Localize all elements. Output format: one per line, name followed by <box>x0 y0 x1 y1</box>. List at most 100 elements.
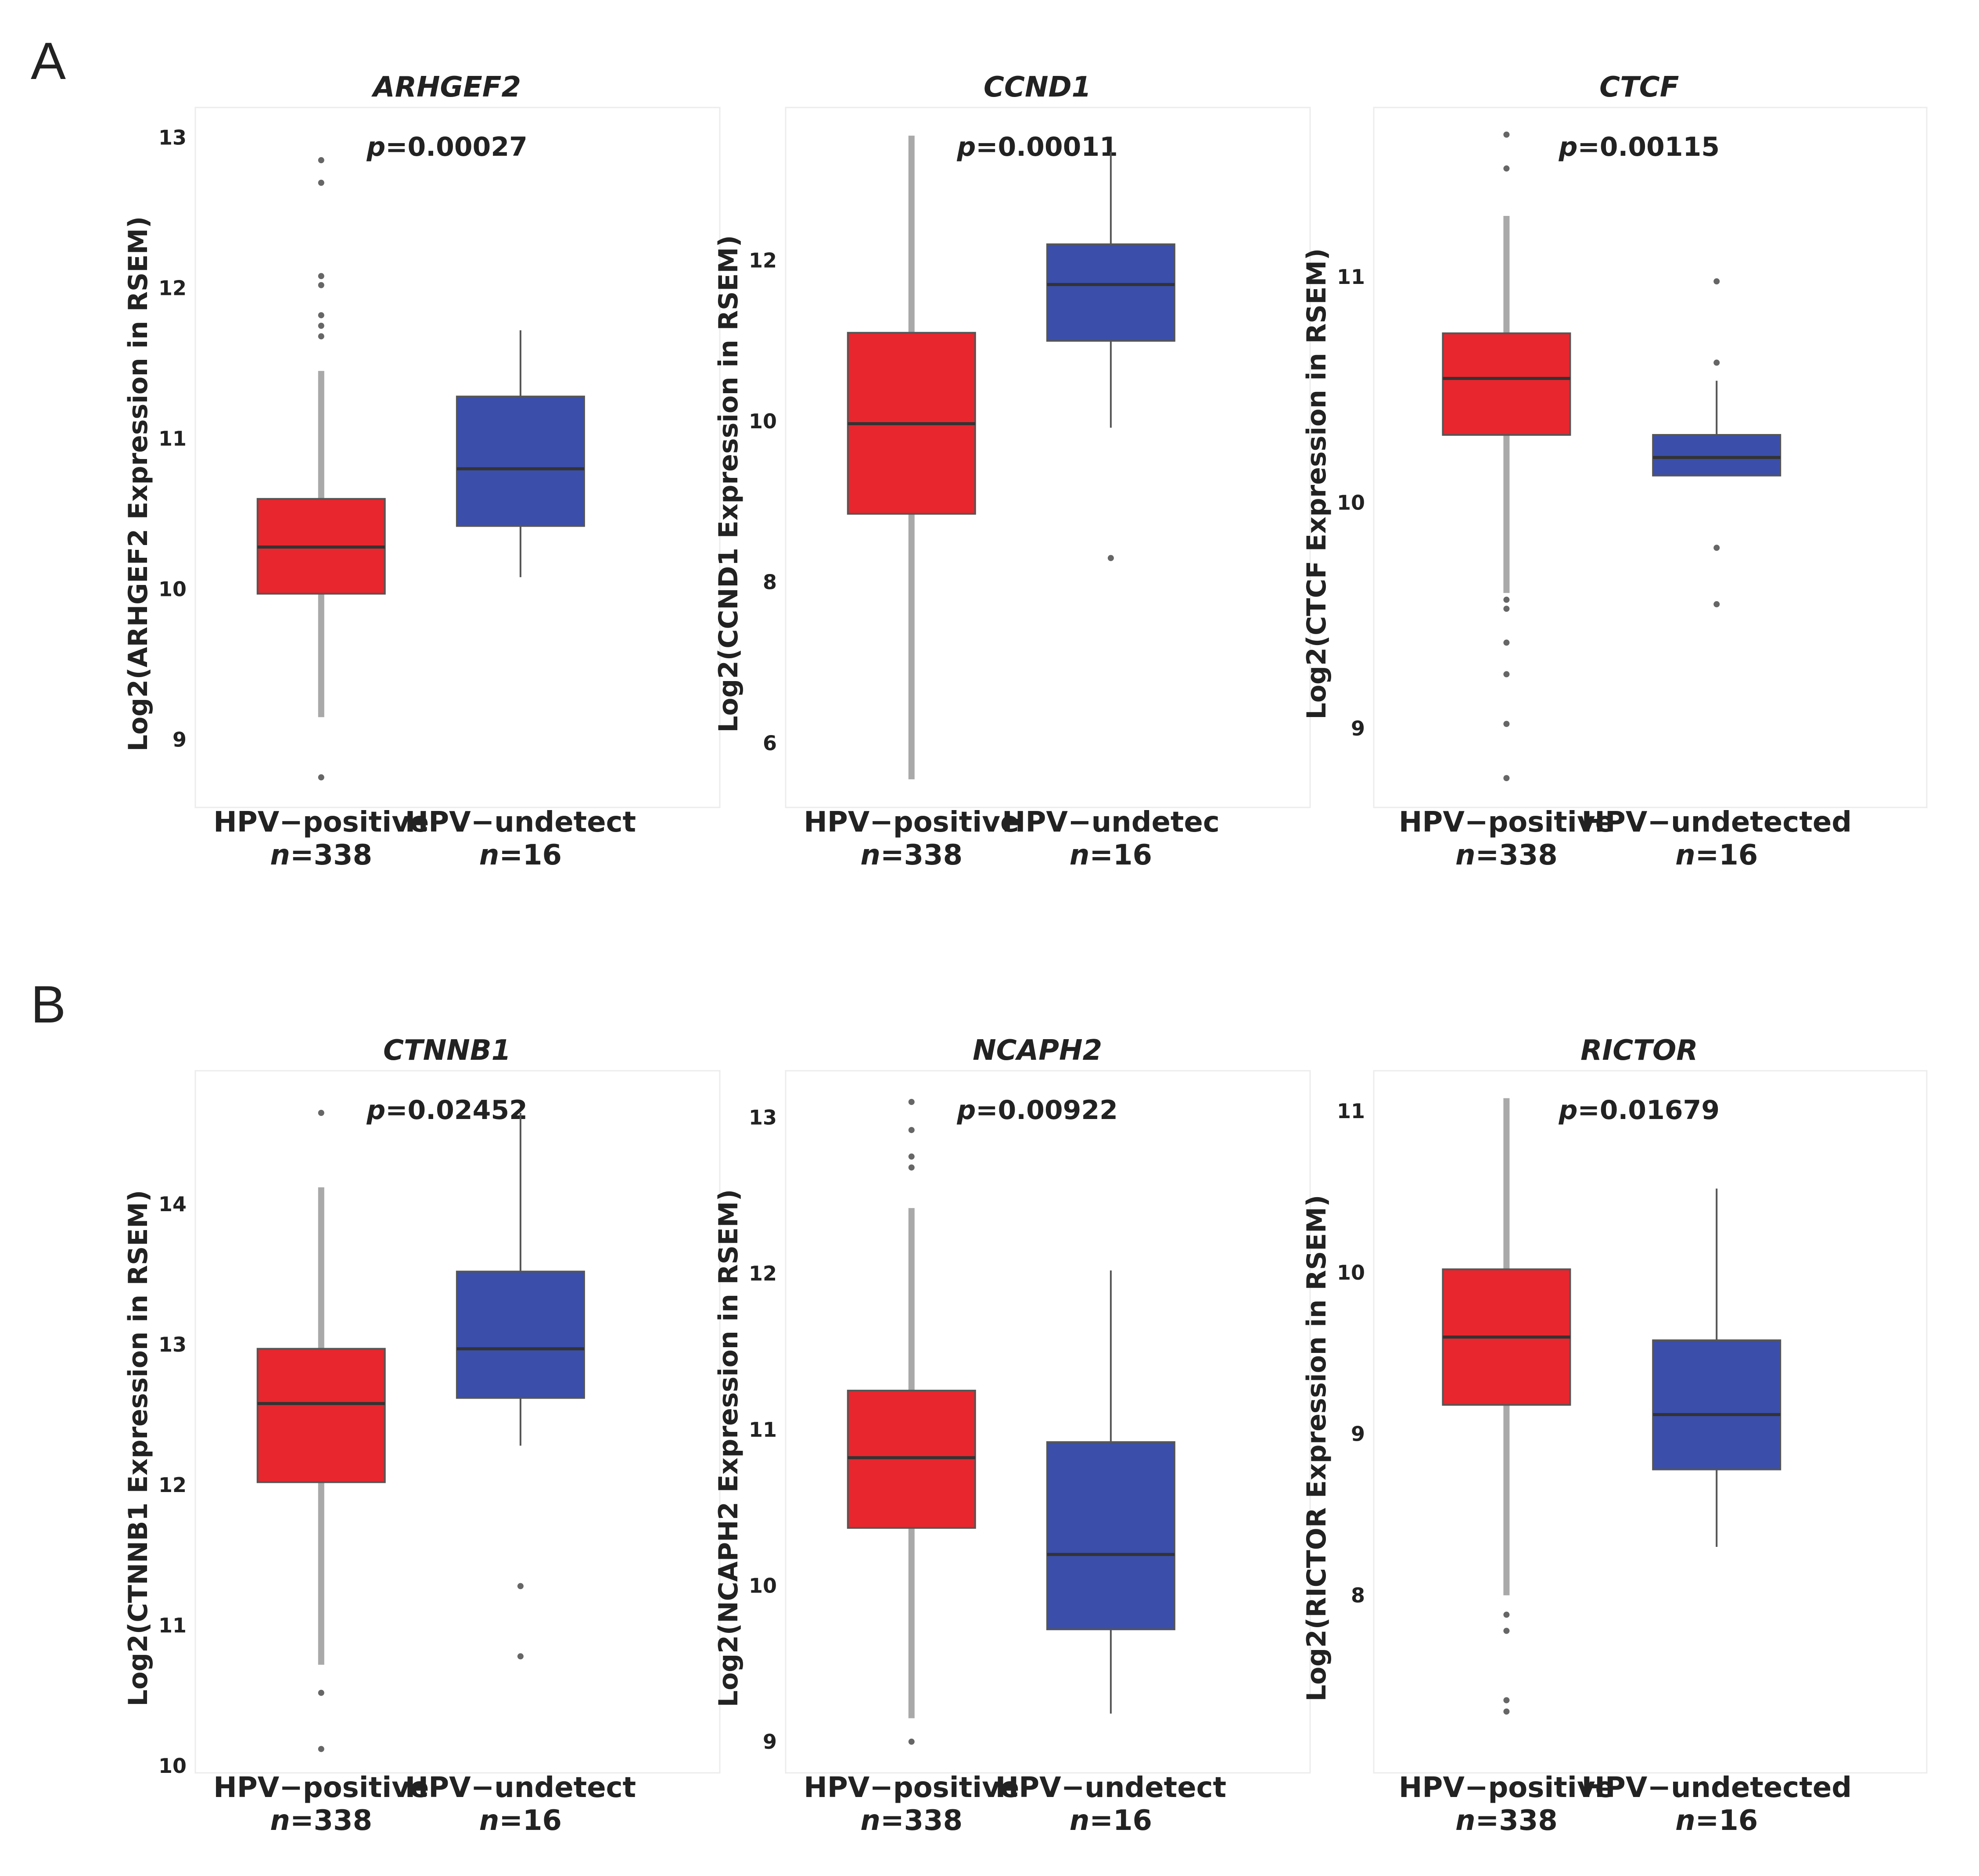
x-category-label: HPV−positive <box>804 1772 1019 1804</box>
outlier-point <box>517 1583 524 1589</box>
p-value: p=0.00011 <box>956 132 1118 162</box>
plot-frame <box>785 107 1311 808</box>
panel-label-b: B <box>31 975 66 1034</box>
plot-title: RICTOR <box>1580 1034 1698 1067</box>
box-positive <box>256 1348 386 1483</box>
plot-frame <box>785 1070 1311 1774</box>
x-category-count: n=338 <box>860 839 963 872</box>
y-tick-label: 13 <box>158 1333 187 1356</box>
y-tick-label: 11 <box>158 1614 187 1637</box>
box-undetected <box>1652 1339 1781 1471</box>
x-category-label: HPV−positive <box>213 806 429 839</box>
p-value: p=0.00027 <box>366 132 528 162</box>
x-category-count: n=16 <box>479 839 562 872</box>
x-category-count: n=338 <box>270 839 372 872</box>
outlier-point <box>1503 165 1510 172</box>
plot-title: CTCF <box>1599 71 1679 104</box>
plot-frame <box>1373 107 1928 808</box>
outlier-point <box>908 1738 915 1745</box>
boxplot-ncaph2: NCAPH2 p=0.00922 9 10 11 12 13 Log2(NCAPH2 Expr… <box>713 1034 1311 1837</box>
y-tick-label: 12 <box>749 1262 777 1285</box>
boxplot-rictor: RICTOR p=0.01679 8 9 10 11 Log2(RICTOR Express… <box>1301 1034 1928 1837</box>
y-tick-label: 11 <box>749 1418 777 1442</box>
outlier-point <box>1503 775 1510 782</box>
outlier-point <box>908 1127 915 1133</box>
outlier-point <box>318 774 324 781</box>
box-undetected <box>456 395 585 527</box>
plot-title: CTNNB1 <box>383 1034 511 1067</box>
y-tick-label: 9 <box>1351 1422 1365 1446</box>
y-tick-label: 10 <box>1337 491 1365 514</box>
outlier-point <box>1503 671 1510 678</box>
outlier-point <box>318 179 324 186</box>
x-category-count: n=16 <box>1675 1804 1758 1837</box>
y-tick-label: 8 <box>1351 1583 1365 1607</box>
y-axis-label: Log2(ARHGEF2 Expression in RSEM) <box>123 216 154 752</box>
y-tick-label: 10 <box>749 409 777 433</box>
plot-title: CCND1 <box>984 71 1091 104</box>
y-tick-label: 9 <box>172 728 187 752</box>
x-category-count: n=338 <box>860 1804 963 1837</box>
y-tick-label: 11 <box>158 427 187 451</box>
boxplot-grid: ARHGEF2 p=0.00027 9 10 11 12 13 Log2(ARHGEF2 Ex… <box>123 71 1928 1837</box>
plot-title: NCAPH2 <box>973 1034 1102 1067</box>
y-axis-label: Log2(CTNNB1 Expression in RSEM) <box>123 1190 154 1707</box>
p-value: p=0.01679 <box>1559 1095 1720 1126</box>
p-value: p=0.00922 <box>956 1095 1118 1126</box>
outlier-point <box>318 273 324 280</box>
x-category-count: n=16 <box>1675 839 1758 872</box>
y-tick-label: 10 <box>158 1754 187 1778</box>
x-category-label: HPV−undetect <box>405 1772 636 1804</box>
y-tick-label: 9 <box>763 1730 777 1754</box>
y-tick-label: 10 <box>749 1574 777 1597</box>
y-tick-label: 14 <box>158 1192 187 1216</box>
outlier-point <box>1713 601 1720 607</box>
outlier-point <box>1503 1611 1510 1618</box>
box-undetected <box>1046 243 1175 342</box>
x-category-label: HPV−undetect <box>995 1772 1227 1804</box>
outlier-point <box>1503 596 1510 603</box>
y-tick-label: 11 <box>1337 265 1365 289</box>
x-category-count: n=338 <box>1455 839 1558 872</box>
y-axis-label: Log2(NCAPH2 Expression in RSEM) <box>713 1189 744 1707</box>
outlier-point <box>1503 1697 1510 1704</box>
outlier-point <box>1713 545 1720 551</box>
panel-label-a: A <box>31 32 66 90</box>
y-tick-label: 11 <box>1337 1099 1365 1123</box>
y-tick-label: 13 <box>158 126 187 150</box>
p-value: p=0.02452 <box>366 1095 528 1126</box>
x-category-label: HPV−positive <box>1399 806 1614 839</box>
outlier-point <box>908 1099 915 1105</box>
outlier-point <box>318 1746 324 1752</box>
y-tick-label: 6 <box>763 731 777 755</box>
box-undetected <box>1652 434 1781 477</box>
x-category-count: n=16 <box>1070 1804 1152 1837</box>
x-category-label: HPV−undetect <box>405 806 636 839</box>
x-category-count: n=338 <box>270 1804 372 1837</box>
x-category-label: HPV−positive <box>213 1772 429 1804</box>
outlier-point <box>318 1689 324 1696</box>
outlier-point <box>1713 278 1720 285</box>
y-tick-label: 12 <box>158 1473 187 1497</box>
outlier-point <box>318 312 324 319</box>
outlier-point <box>1503 606 1510 612</box>
x-category-count: n=16 <box>1070 839 1152 872</box>
outlier-point <box>318 157 324 164</box>
y-tick-label: 10 <box>158 578 187 601</box>
x-category-label: HPV−positive <box>1399 1772 1614 1804</box>
y-tick-label: 8 <box>763 570 777 594</box>
x-category-label: HPV−undetected <box>1581 1772 1852 1804</box>
outlier-point <box>1107 555 1114 561</box>
x-category-label: HPV−positive <box>804 806 1019 839</box>
outlier-point <box>908 1164 915 1171</box>
outlier-point <box>908 1153 915 1160</box>
box-undetected <box>456 1270 585 1399</box>
plot-frame <box>194 107 721 808</box>
outlier-point <box>1503 1628 1510 1634</box>
outlier-point <box>1503 131 1510 138</box>
y-tick-label: 12 <box>158 276 187 300</box>
outlier-point <box>1713 359 1720 366</box>
x-category-count: n=338 <box>1455 1804 1558 1837</box>
